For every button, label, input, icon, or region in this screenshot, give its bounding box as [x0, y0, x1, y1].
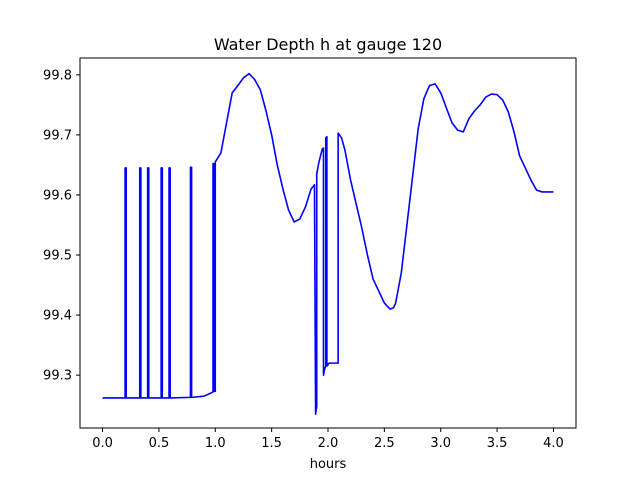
y-tick-label: 99.8 [43, 68, 72, 83]
x-tick-label: 3.5 [487, 436, 508, 451]
x-tick-label: 3.0 [430, 436, 451, 451]
x-axis-label: hours [310, 457, 347, 472]
y-axis: 99.3 99.4 99.5 99.6 99.7 99.8 [43, 68, 80, 384]
y-tick-label: 99.4 [43, 309, 72, 324]
plot-area [102, 72, 554, 415]
x-tick-label: 1.5 [261, 436, 282, 451]
x-tick-label: 1.0 [205, 436, 226, 451]
y-tick-label: 99.5 [43, 249, 72, 264]
x-axis: 0.0 0.5 1.0 1.5 2.0 2.5 3.0 3.5 4.0 [92, 428, 564, 451]
x-tick-label: 4.0 [543, 436, 564, 451]
chart-title: Water Depth h at gauge 120 [214, 35, 442, 54]
plot-frame [79, 57, 577, 429]
x-tick-label: 2.5 [374, 436, 395, 451]
x-tick-label: 0.0 [92, 436, 113, 451]
y-tick-label: 99.7 [43, 128, 72, 143]
x-tick-label: 2.0 [318, 436, 339, 451]
series-line-0 [102, 72, 554, 415]
y-tick-label: 99.3 [43, 369, 72, 384]
x-tick-label: 0.5 [149, 436, 170, 451]
y-tick-label: 99.6 [43, 188, 72, 203]
